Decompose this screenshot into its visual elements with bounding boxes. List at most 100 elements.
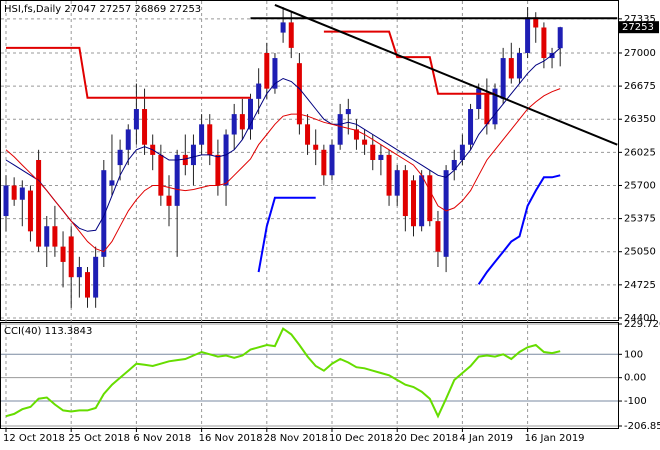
indicator-line: [257, 174, 561, 285]
y-tick-label: 0.00: [624, 373, 646, 384]
candle-body: [272, 58, 278, 89]
candle-body: [516, 52, 522, 79]
candle-body: [500, 58, 506, 99]
candle-body: [411, 180, 416, 227]
main-panel-frame: [0, 0, 619, 321]
candle-body: [305, 124, 311, 145]
candle-body: [19, 187, 25, 200]
y-tick-label: 27335: [624, 14, 656, 25]
candle-body: [264, 52, 270, 89]
candle-body: [402, 170, 408, 217]
indicator-line: [6, 30, 495, 99]
x-tick-label: 16 Nov 2018: [199, 433, 263, 444]
candle-body: [459, 144, 465, 160]
candle-body: [27, 190, 33, 232]
candle-body: [239, 114, 245, 130]
candle-body: [484, 93, 490, 125]
candle-body: [492, 88, 498, 125]
candle-body: [337, 114, 343, 145]
cci-title: CCI(40) 113.3843: [4, 326, 92, 337]
candle-body: [174, 154, 180, 206]
indicator-line: [5, 47, 561, 232]
candle-body: [394, 170, 400, 196]
x-tick-label: 6 Nov 2018: [133, 433, 191, 444]
candle-body: [353, 129, 359, 140]
y-tick-label: -206.8507: [624, 421, 660, 432]
candle-body: [362, 139, 368, 145]
candle-body: [133, 109, 139, 130]
chart-title: HSI,fs,Daily 27047 27257 26869 27253: [4, 4, 201, 15]
y-tick-label: 100: [624, 349, 643, 360]
candle-body: [541, 27, 547, 59]
y-tick-label: 25700: [624, 180, 656, 191]
cci-line: [5, 327, 561, 419]
y-tick-label: 229.7202: [624, 319, 660, 330]
candle-body: [345, 109, 351, 115]
x-tick-label: 12 Oct 2018: [3, 433, 65, 444]
trend-line: [274, 3, 618, 146]
candle-body: [215, 154, 221, 186]
x-tick-label: 28 Nov 2018: [264, 433, 328, 444]
y-tick-label: 25375: [624, 214, 656, 225]
candle-body: [386, 154, 392, 196]
candle-body: [435, 221, 441, 252]
candle-body: [256, 83, 262, 99]
candle-body: [329, 144, 335, 176]
x-tick-label: 25 Oct 2018: [68, 433, 130, 444]
candle-body: [280, 22, 286, 33]
candle-body: [533, 17, 539, 28]
candle-body: [207, 124, 213, 155]
candle-body: [182, 154, 188, 166]
y-tick-label: 26675: [624, 81, 656, 92]
candle-body: [525, 17, 531, 53]
y-tick-label: 24725: [624, 280, 656, 291]
candle-body: [508, 58, 514, 79]
candle-body: [557, 27, 563, 49]
candle-body: [142, 109, 148, 145]
candle-body: [223, 134, 229, 186]
y-tick-label: 26025: [624, 147, 656, 158]
candle-body: [158, 154, 164, 196]
price-label: 27253: [622, 22, 654, 33]
candle-body: [85, 272, 90, 298]
y-tick-label: 25050: [624, 247, 656, 258]
candle-body: [321, 149, 327, 176]
indicator-line: [5, 88, 561, 253]
candle-body: [125, 129, 131, 150]
candle-body: [296, 63, 302, 125]
x-tick-label: 20 Dec 2018: [394, 433, 458, 444]
candle-body: [476, 88, 482, 110]
candle-body: [166, 195, 172, 206]
candle-body: [248, 98, 253, 130]
x-tick-label: 16 Jan 2019: [525, 433, 585, 444]
candle-body: [76, 267, 82, 278]
y-tick-label: 24400: [624, 313, 656, 324]
candle-body: [68, 236, 74, 278]
candle-body: [60, 246, 66, 262]
candle-body: [427, 175, 433, 222]
candle-body: [370, 144, 376, 160]
candle-body: [451, 159, 457, 171]
candle-body: [109, 180, 115, 186]
candle-body: [288, 22, 294, 48]
candle-body: [44, 226, 50, 247]
candle-body: [117, 149, 123, 166]
price-label-box: [619, 21, 659, 34]
x-tick-label: 10 Dec 2018: [329, 433, 393, 444]
candle-body: [11, 185, 17, 200]
candle-body: [378, 154, 384, 160]
candle-body: [3, 185, 9, 217]
candle-body: [93, 256, 99, 298]
candle-body: [199, 124, 205, 145]
candle-body: [443, 170, 449, 257]
y-tick-label: 26350: [624, 114, 656, 125]
y-tick-label: 27000: [624, 48, 656, 59]
candle-body: [36, 159, 42, 247]
cci-panel-frame: [0, 322, 619, 429]
x-tick-label: 4 Jan 2019: [459, 433, 513, 444]
candle-body: [231, 114, 237, 135]
candle-body: [52, 226, 58, 247]
